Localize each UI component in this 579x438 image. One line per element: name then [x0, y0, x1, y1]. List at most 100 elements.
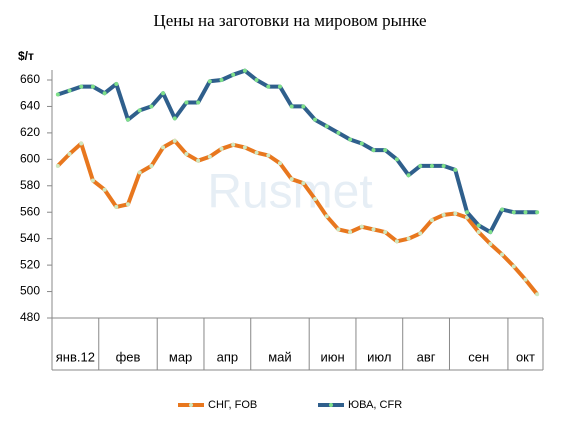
y-tick-label: 560: [20, 204, 40, 218]
series-marker: [55, 92, 60, 97]
series-marker: [500, 207, 505, 212]
series-marker: [535, 292, 540, 297]
series-marker: [149, 104, 154, 109]
x-tick-label: мар: [169, 349, 192, 364]
chart-title: Цены на заготовки на мировом рынке: [153, 11, 426, 30]
series-marker: [418, 231, 423, 236]
series-marker: [172, 138, 177, 143]
x-tick-label: сен: [468, 349, 489, 364]
series-marker: [488, 230, 493, 235]
legend-marker: [189, 403, 193, 407]
legend-marker: [329, 403, 333, 407]
series-marker: [79, 84, 84, 89]
series-marker: [161, 91, 166, 96]
series-line: [56, 138, 539, 296]
series-marker: [125, 202, 130, 207]
series-marker: [336, 130, 341, 135]
series-marker: [207, 79, 212, 84]
series-marker: [114, 204, 119, 209]
series-line: [57, 68, 538, 235]
series-marker: [511, 264, 516, 269]
x-tick-label: апр: [217, 349, 239, 364]
series-marker: [406, 173, 411, 178]
y-tick-label: 640: [20, 99, 40, 113]
series-marker: [289, 104, 294, 109]
y-tick-label: 620: [20, 125, 40, 139]
series-marker: [394, 157, 399, 162]
series-marker: [125, 117, 130, 122]
series-marker: [289, 177, 294, 182]
series-marker: [137, 108, 142, 113]
series-marker: [523, 277, 528, 282]
series-marker: [511, 210, 516, 215]
series-marker: [184, 100, 189, 105]
series-marker: [102, 91, 107, 96]
series-marker: [277, 84, 282, 89]
series-marker: [161, 145, 166, 150]
y-tick-label: 660: [20, 72, 40, 86]
series-marker: [254, 150, 259, 155]
y-axis-label: $/т: [18, 49, 34, 63]
series-marker: [67, 88, 72, 93]
series-marker: [371, 227, 376, 232]
x-tick-label: май: [268, 349, 291, 364]
series-marker: [231, 72, 236, 77]
series-marker: [67, 152, 72, 157]
series-marker: [90, 84, 95, 89]
series-marker: [488, 241, 493, 246]
y-tick-label: 540: [20, 231, 40, 245]
series-marker: [535, 210, 540, 215]
series-marker: [196, 158, 201, 163]
series-marker: [149, 163, 154, 168]
legend-label: СНГ, FOB: [208, 399, 257, 411]
series-marker: [313, 117, 318, 122]
series-marker: [266, 153, 271, 158]
y-tick-label: 580: [20, 178, 40, 192]
series-marker: [465, 215, 470, 220]
series-marker: [441, 163, 446, 168]
series-marker: [383, 230, 388, 235]
series-marker: [313, 197, 318, 201]
series-marker: [301, 181, 306, 186]
x-tick-label: июн: [320, 349, 344, 364]
series-marker: [441, 212, 446, 217]
series-marker: [453, 211, 458, 216]
series-marker: [231, 142, 236, 147]
series-marker: [172, 116, 177, 121]
series-marker: [429, 163, 434, 168]
series-marker: [207, 154, 212, 159]
series-marker: [383, 148, 388, 153]
series-marker: [114, 81, 119, 86]
series-marker: [196, 100, 201, 105]
series-marker: [254, 78, 259, 82]
x-tick-label: фев: [116, 349, 141, 364]
x-tick-label: июл: [367, 349, 391, 364]
series-marker: [418, 163, 423, 168]
series-marker: [277, 161, 282, 166]
series-marker: [429, 218, 434, 223]
x-tick-label: янв.12: [56, 349, 95, 364]
series-marker: [465, 210, 470, 215]
series-marker: [184, 152, 189, 157]
series-marker: [79, 141, 84, 146]
series-marker: [476, 223, 481, 228]
series-marker: [90, 178, 95, 183]
series-marker: [371, 148, 376, 153]
y-tick-label: 480: [20, 310, 40, 324]
series-marker: [242, 68, 247, 73]
series-marker: [406, 236, 411, 241]
y-tick-label: 600: [20, 152, 40, 166]
x-tick-label: окт: [516, 349, 535, 364]
series-marker: [301, 104, 306, 109]
series-marker: [324, 214, 329, 219]
legend-label: ЮВА, CFR: [348, 399, 402, 411]
series-marker: [500, 252, 505, 257]
series-marker: [453, 167, 458, 172]
series-marker: [137, 170, 142, 175]
series-marker: [336, 227, 341, 232]
series-marker: [523, 210, 528, 215]
series-marker: [242, 145, 247, 150]
series-marker: [324, 124, 329, 129]
x-tick-label: авг: [417, 349, 436, 364]
